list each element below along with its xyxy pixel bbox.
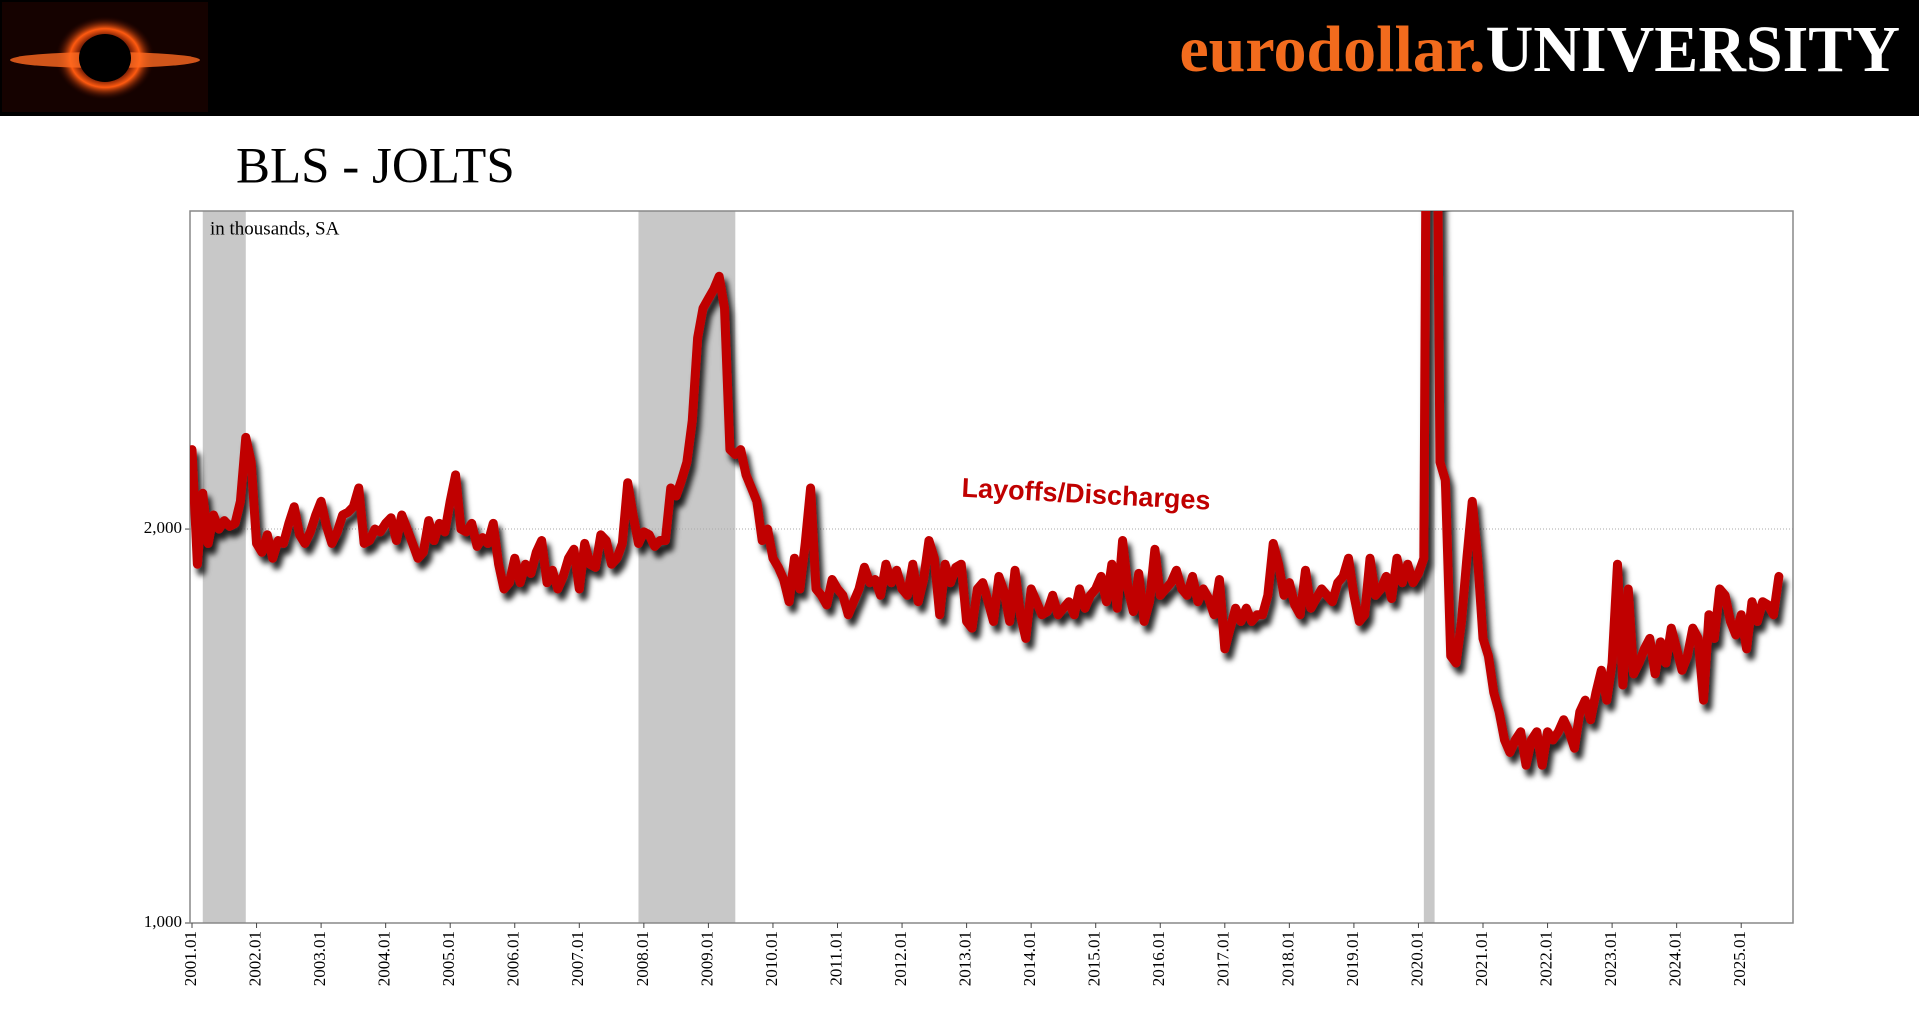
header-bar: [0, 0, 1919, 116]
plot-frame: [189, 210, 1794, 924]
y-tick-label: 2,000: [144, 518, 182, 537]
x-tick-label: 2006.01: [504, 931, 523, 986]
x-tick-label: 2010.01: [762, 931, 781, 986]
x-tick-label: 2019.01: [1343, 931, 1362, 986]
x-tick-label: 2017.01: [1214, 931, 1233, 986]
x-tick-label: 2005.01: [439, 931, 458, 986]
x-tick-label: 2014.01: [1020, 931, 1039, 986]
recession-band: [638, 211, 736, 923]
x-tick-label: 2025.01: [1730, 931, 1749, 986]
x-tick-label: 2021.01: [1472, 931, 1491, 986]
x-tick-label: 2001.01: [181, 931, 200, 986]
subtitle: in thousands, SA: [210, 218, 340, 239]
x-tick-label: 2009.01: [697, 931, 716, 986]
x-tick-label: 2015.01: [1085, 931, 1104, 986]
series-label: Layoffs/Discharges: [961, 473, 1211, 516]
recession-band: [1423, 211, 1435, 923]
x-tick-label: 2012.01: [891, 931, 910, 986]
x-tick-label: 2007.01: [568, 931, 587, 986]
x-tick-label: 2020.01: [1407, 931, 1426, 986]
x-tick-label: 2003.01: [310, 931, 329, 986]
brand-suffix: UNIVERSITY: [1486, 13, 1900, 86]
x-tick-label: 2022.01: [1536, 931, 1555, 986]
y-tick-label: 1,000: [144, 912, 182, 931]
x-tick-label: 2002.01: [245, 931, 264, 986]
brand: eurodollar.UNIVERSITY: [1179, 13, 1900, 86]
x-tick-label: 2023.01: [1601, 931, 1620, 986]
x-tick-label: 2008.01: [633, 931, 652, 986]
chart: 1,000 2,000 2001.01 2002.01 2003.01 2004.01 20…: [144, 210, 1794, 986]
x-tick-label: 2018.01: [1278, 931, 1297, 986]
logo: [2, 2, 208, 112]
chart-title: BLS - JOLTS: [236, 139, 515, 195]
x-tick-label: 2013.01: [956, 931, 975, 986]
series-line: [190, 211, 1784, 770]
x-tick-label: 2011.01: [826, 931, 845, 986]
x-tick-label: 2004.01: [375, 931, 394, 986]
recession-band: [202, 211, 246, 923]
brand-name: eurodollar.: [1179, 13, 1485, 86]
x-tick-label: 2024.01: [1666, 931, 1685, 986]
x-tick-label: 2016.01: [1149, 931, 1168, 986]
